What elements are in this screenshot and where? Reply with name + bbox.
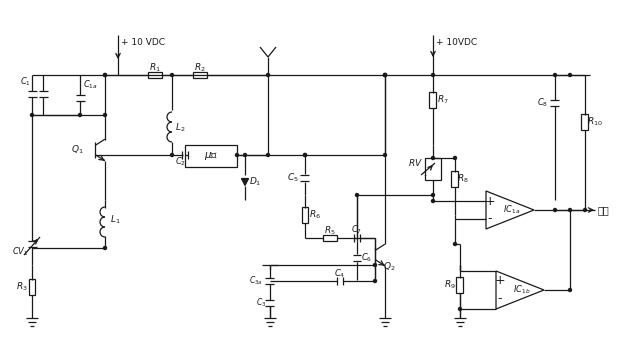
Circle shape [170,154,173,156]
Text: $C_{3a}$: $C_{3a}$ [249,275,263,287]
Text: $C_1$: $C_1$ [20,76,30,88]
Bar [452,171,458,187]
Circle shape [244,154,247,156]
Bar [302,207,308,223]
Text: $L_2$: $L_2$ [175,122,185,134]
Circle shape [568,289,571,291]
Circle shape [431,199,434,203]
Circle shape [304,154,307,156]
Text: $D_1$: $D_1$ [249,176,261,188]
Text: $RV$: $RV$ [408,156,423,168]
Text: $_1$: $_1$ [423,171,428,179]
Text: $IC_{1b}$: $IC_{1b}$ [513,284,531,296]
Text: $C_8$: $C_8$ [537,97,549,109]
Circle shape [431,73,434,77]
Text: -: - [488,213,492,226]
Circle shape [170,73,173,77]
Circle shape [458,308,462,310]
Text: $R_5$: $R_5$ [324,225,336,237]
Text: $Q_1$: $Q_1$ [71,144,83,156]
Text: $Q_2$: $Q_2$ [383,261,395,273]
Text: $C_5$: $C_5$ [287,172,299,184]
Circle shape [355,194,358,197]
Text: $R_9$: $R_9$ [444,279,456,291]
Bar [185,145,237,167]
Circle shape [553,208,557,212]
Circle shape [236,154,239,156]
Text: $\mu$带: $\mu$带 [204,150,218,162]
Bar [429,92,436,108]
Circle shape [384,73,386,77]
Circle shape [267,73,270,77]
Text: $L_1$: $L_1$ [110,214,120,226]
Text: $IC_{1a}$: $IC_{1a}$ [503,204,521,216]
Text: $R_7$: $R_7$ [437,94,449,106]
Circle shape [384,73,386,77]
Bar [193,72,207,78]
Circle shape [453,156,457,160]
Text: 输出: 输出 [598,205,610,215]
Polygon shape [241,179,249,185]
Circle shape [78,113,81,116]
Text: $CV_1$: $CV_1$ [12,246,28,258]
Bar [581,114,589,130]
Text: $R_{10}$: $R_{10}$ [587,116,603,128]
Text: $C_3$: $C_3$ [256,297,266,309]
Circle shape [568,208,571,212]
Text: $R_8$: $R_8$ [457,173,469,185]
Text: $C_4$: $C_4$ [334,268,346,280]
Text: +: + [495,275,505,287]
Bar [323,235,337,241]
Circle shape [553,73,557,77]
Bar [148,72,162,78]
Text: $C_7$: $C_7$ [352,224,363,236]
Circle shape [267,154,270,156]
Circle shape [373,263,376,266]
Circle shape [104,73,107,77]
Circle shape [30,113,33,116]
Text: $R_3$: $R_3$ [16,281,28,293]
Text: $C_6$: $C_6$ [362,252,373,264]
Circle shape [304,154,307,156]
Circle shape [104,73,107,77]
Text: $R_6$: $R_6$ [309,209,321,221]
Text: -: - [498,292,502,305]
Circle shape [431,194,434,197]
Text: + 10VDC: + 10VDC [436,38,477,47]
Text: $C_{1a}$: $C_{1a}$ [83,79,97,91]
Text: $C_2$: $C_2$ [175,156,186,168]
Circle shape [584,208,587,212]
Circle shape [104,113,107,116]
Bar [29,279,35,295]
Circle shape [453,242,457,246]
Bar [457,277,463,293]
Bar [425,158,441,180]
Circle shape [104,247,107,250]
Text: $R_2$: $R_2$ [194,62,206,74]
Text: + 10 VDC: + 10 VDC [121,38,165,47]
Circle shape [431,156,434,160]
Circle shape [568,73,571,77]
Circle shape [384,154,386,156]
Circle shape [384,73,386,77]
Text: +: + [485,194,495,208]
Circle shape [373,280,376,282]
Text: $R_1$: $R_1$ [149,62,161,74]
